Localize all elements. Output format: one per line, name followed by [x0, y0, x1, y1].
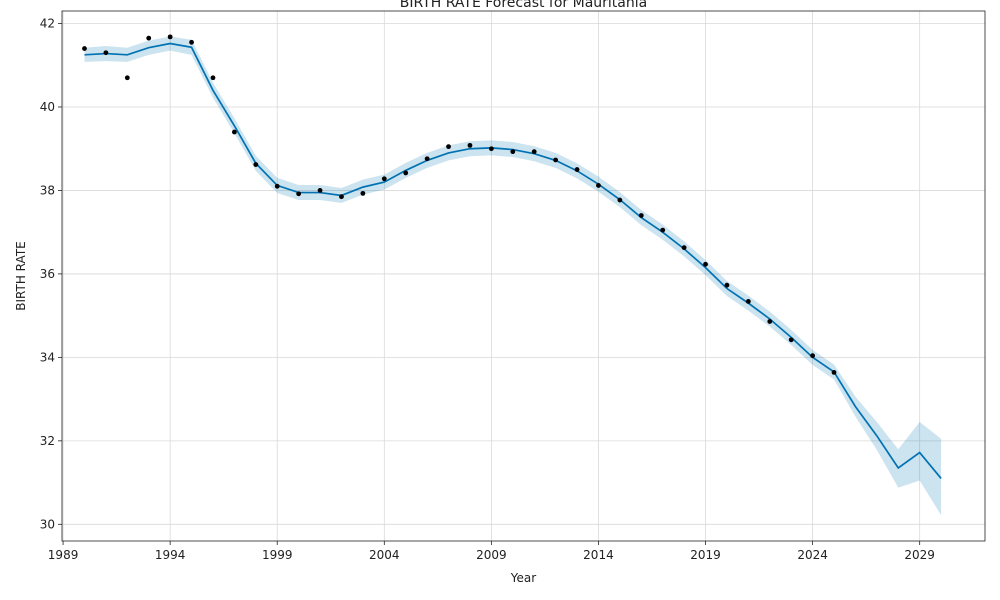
observed-point: [296, 191, 302, 197]
observed-point: [788, 337, 794, 343]
observed-point: [360, 190, 366, 196]
observed-point: [574, 167, 580, 172]
observed-point: [638, 213, 644, 218]
y-tick-label: 30: [40, 517, 55, 531]
observed-point: [703, 261, 708, 267]
y-tick-label: 36: [40, 267, 55, 281]
observed-point: [510, 149, 516, 155]
observed-point: [189, 39, 194, 45]
observed-point: [531, 149, 537, 155]
observed-point: [381, 176, 387, 182]
observed-point: [488, 146, 494, 152]
y-tick-label: 42: [40, 17, 55, 31]
observed-point: [124, 75, 130, 81]
observed-point: [596, 183, 601, 188]
observed-point: [339, 194, 344, 200]
x-tick-label: 2004: [369, 548, 400, 562]
x-tick-label: 2014: [583, 548, 614, 562]
x-axis-ticks: 1989 1994 1999 2004 2009 2014 2019 2024 2029: [48, 541, 935, 562]
observed-points: [82, 34, 837, 375]
x-tick-label: 1999: [262, 548, 293, 562]
x-tick-label: 2019: [690, 548, 721, 562]
y-tick-label: 40: [40, 100, 55, 114]
observed-point: [82, 46, 87, 51]
observed-point: [724, 282, 730, 288]
observed-point: [617, 197, 623, 203]
observed-point: [403, 170, 409, 176]
y-tick-label: 34: [40, 350, 55, 364]
observed-point: [317, 188, 323, 193]
observed-point: [553, 157, 559, 163]
observed-point: [767, 319, 773, 324]
observed-point: [167, 34, 173, 40]
x-tick-label: 1989: [48, 548, 79, 562]
observed-point: [810, 353, 816, 359]
x-axis-label: Year: [510, 571, 536, 585]
observed-point: [660, 227, 666, 233]
observed-point: [253, 162, 259, 167]
observed-point: [231, 129, 237, 135]
observed-point: [210, 75, 216, 81]
observed-point: [745, 299, 751, 304]
chart-title: BIRTH RATE Forecast for Mauritania: [400, 0, 647, 11]
x-tick-label: 2009: [476, 548, 507, 562]
observed-point: [424, 156, 430, 162]
y-tick-label: 32: [40, 434, 55, 448]
observed-point: [446, 144, 451, 150]
y-tick-label: 38: [40, 183, 55, 197]
observed-point: [681, 245, 687, 251]
observed-point: [146, 35, 152, 41]
observed-point: [103, 50, 109, 56]
observed-point: [274, 183, 280, 189]
observed-point: [467, 142, 473, 148]
x-tick-label: 1994: [155, 548, 186, 562]
plot-frame: [61, 10, 986, 542]
observed-point: [831, 370, 837, 375]
x-tick-label: 2024: [797, 548, 828, 562]
x-tick-label: 2029: [904, 548, 935, 562]
y-axis-ticks: 30 32 34 36 38 40 42: [40, 17, 62, 531]
y-axis-label: BIRTH RATE: [14, 241, 28, 310]
grid-layer: [62, 11, 985, 541]
